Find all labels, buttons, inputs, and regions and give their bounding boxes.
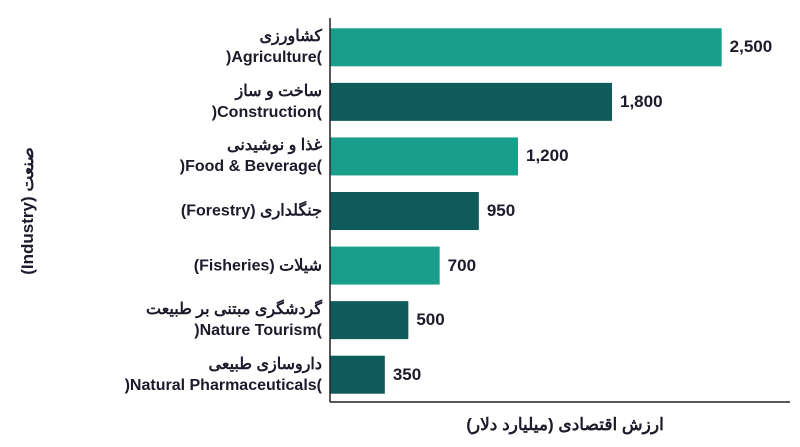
value-label: 1,800 <box>620 91 663 111</box>
bar <box>330 82 612 121</box>
value-label: 1,200 <box>526 146 569 166</box>
y-axis-title: صنعت (Industry) <box>18 147 37 275</box>
category-label: داروسازی طبیعی (Natural Pharmaceuticals) <box>124 355 322 394</box>
bar <box>330 301 409 340</box>
bar <box>330 137 518 176</box>
bar <box>330 355 385 394</box>
value-label: 500 <box>416 310 445 330</box>
category-label: گردشگری مبتنی بر طبیعت (Nature Tourism) <box>146 301 322 340</box>
bar <box>330 246 440 285</box>
category-label: غذا و نوشیدنی (Food & Beverage) <box>179 137 322 176</box>
value-label: 2,500 <box>729 37 773 57</box>
category-label: شیلات (Fisheries) <box>193 257 322 275</box>
value-label: 350 <box>392 364 422 384</box>
value-label: 950 <box>486 201 516 220</box>
x-axis-title: ارزش اقتصادی (میلیارد دلار) <box>466 415 664 434</box>
bar <box>330 192 479 230</box>
bar <box>330 28 722 67</box>
value-label: 700 <box>447 255 477 275</box>
category-label: کشاورزی (Agriculture) <box>226 28 322 67</box>
category-label: جنگلداری (Forestry) <box>180 202 322 220</box>
category-label: ساخت و ساز (Construction) <box>211 82 322 121</box>
